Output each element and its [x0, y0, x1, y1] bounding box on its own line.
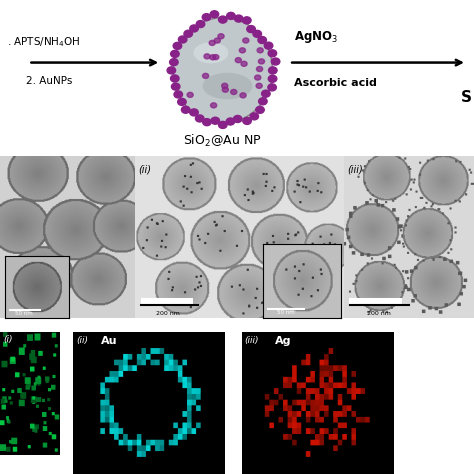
Circle shape	[257, 48, 263, 53]
Circle shape	[268, 84, 276, 91]
Circle shape	[171, 75, 179, 82]
Circle shape	[173, 42, 182, 49]
Text: 2. AuNPs: 2. AuNPs	[26, 76, 73, 86]
Circle shape	[262, 90, 270, 97]
Circle shape	[250, 113, 258, 120]
Circle shape	[209, 40, 215, 46]
Circle shape	[256, 66, 263, 72]
Circle shape	[202, 73, 209, 78]
Text: SiO$_2$@Au NP: SiO$_2$@Au NP	[183, 133, 262, 149]
Text: S: S	[461, 90, 472, 105]
Circle shape	[268, 75, 277, 82]
Circle shape	[258, 36, 266, 44]
Circle shape	[218, 34, 224, 39]
Circle shape	[167, 67, 175, 74]
Text: . APTS/NH$_4$OH: . APTS/NH$_4$OH	[7, 35, 81, 49]
Circle shape	[243, 17, 251, 24]
Text: Ascorbic acid: Ascorbic acid	[294, 78, 377, 88]
Circle shape	[253, 30, 262, 37]
Circle shape	[241, 61, 247, 66]
Circle shape	[172, 83, 180, 90]
Circle shape	[203, 118, 211, 126]
Circle shape	[222, 87, 228, 92]
Text: (iii): (iii)	[347, 165, 363, 175]
Circle shape	[226, 118, 235, 125]
Circle shape	[190, 25, 198, 32]
Text: 200 nm: 200 nm	[367, 311, 391, 316]
Circle shape	[247, 26, 255, 33]
Circle shape	[271, 58, 280, 65]
Circle shape	[268, 50, 277, 57]
Circle shape	[184, 30, 192, 37]
Circle shape	[222, 83, 228, 88]
Text: 200 nm: 200 nm	[155, 311, 179, 316]
Circle shape	[219, 121, 227, 128]
Circle shape	[264, 42, 273, 49]
Text: 50 nm: 50 nm	[277, 310, 295, 315]
Circle shape	[170, 59, 178, 66]
Circle shape	[227, 12, 235, 19]
Ellipse shape	[173, 18, 273, 123]
Text: (iii): (iii)	[245, 336, 259, 345]
Text: (ii): (ii)	[139, 165, 152, 175]
Circle shape	[255, 75, 261, 80]
Circle shape	[269, 67, 277, 74]
Circle shape	[196, 20, 205, 27]
Circle shape	[240, 93, 246, 98]
Circle shape	[243, 118, 251, 124]
Circle shape	[235, 58, 241, 63]
Circle shape	[231, 90, 237, 94]
Circle shape	[204, 54, 210, 59]
Text: 100 nm: 100 nm	[131, 468, 158, 474]
Bar	[141, 298, 193, 304]
Circle shape	[171, 50, 179, 57]
Circle shape	[178, 36, 187, 43]
Circle shape	[214, 38, 220, 43]
Text: 50 nm: 50 nm	[15, 311, 33, 316]
Text: (iv): (iv)	[415, 336, 430, 345]
Circle shape	[202, 14, 211, 21]
Circle shape	[219, 16, 227, 23]
Circle shape	[210, 11, 219, 18]
Text: 100 nm: 100 nm	[300, 468, 327, 474]
Circle shape	[210, 55, 216, 60]
Circle shape	[187, 92, 193, 97]
Circle shape	[256, 83, 262, 88]
Circle shape	[195, 115, 204, 122]
Text: Au: Au	[101, 336, 117, 346]
Circle shape	[178, 99, 186, 105]
Circle shape	[234, 15, 243, 22]
Circle shape	[243, 38, 249, 43]
Ellipse shape	[202, 73, 252, 99]
Circle shape	[239, 48, 246, 53]
Circle shape	[211, 117, 219, 124]
Circle shape	[174, 91, 182, 98]
Circle shape	[182, 106, 190, 113]
Text: (i): (i)	[3, 336, 12, 345]
Ellipse shape	[193, 42, 228, 64]
Circle shape	[213, 55, 219, 60]
Circle shape	[233, 116, 242, 122]
Circle shape	[258, 59, 264, 64]
Text: AgNO$_3$: AgNO$_3$	[294, 29, 338, 45]
Circle shape	[190, 109, 198, 116]
Text: (ii): (ii)	[76, 336, 89, 345]
Circle shape	[255, 106, 264, 113]
Circle shape	[259, 98, 267, 105]
Bar	[349, 298, 402, 304]
Circle shape	[210, 103, 217, 108]
Text: Ag: Ag	[275, 336, 292, 346]
